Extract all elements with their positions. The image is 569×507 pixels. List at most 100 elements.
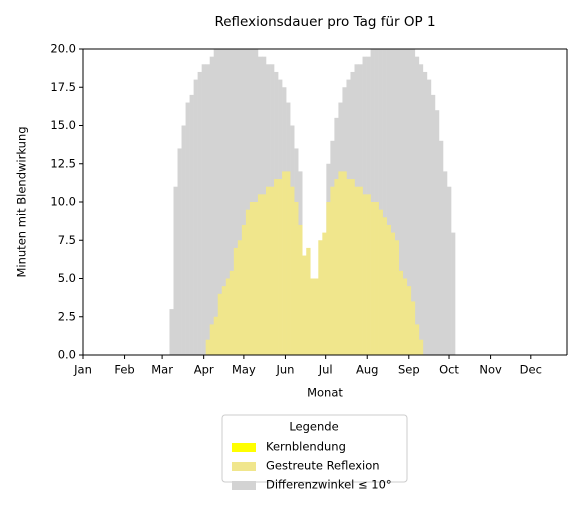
bar <box>229 49 235 355</box>
bar <box>378 209 383 355</box>
bar <box>386 224 391 355</box>
bar <box>294 202 299 355</box>
bar <box>430 94 436 356</box>
bar <box>201 64 206 356</box>
bar <box>402 278 408 355</box>
x-tick-label: Sep <box>398 363 420 377</box>
bar <box>438 140 444 355</box>
legend-box <box>221 414 408 483</box>
bar <box>382 49 387 355</box>
bar <box>418 64 424 356</box>
bar <box>209 324 215 355</box>
y-tick-label: 0.0 <box>58 348 76 362</box>
bar <box>266 186 271 355</box>
bar <box>225 278 231 355</box>
bar <box>189 94 194 356</box>
bar <box>253 202 259 355</box>
y-axis-label: Minuten mit Blendwirkung <box>15 126 29 277</box>
bar <box>245 49 251 355</box>
bar <box>442 171 448 355</box>
bar <box>181 125 186 355</box>
bar <box>362 194 367 355</box>
bar <box>282 171 287 355</box>
bar <box>410 49 416 355</box>
chart-title: Reflexionsdauer pro Tag für OP 1 <box>214 14 435 30</box>
bar <box>406 49 412 355</box>
x-tick-label: Dec <box>520 363 542 377</box>
bar <box>261 194 267 355</box>
legend-swatch <box>232 462 256 471</box>
bar <box>177 148 182 355</box>
bar <box>169 309 174 355</box>
bar <box>274 179 279 355</box>
x-tick-label: Jun <box>275 363 294 377</box>
legend-label: Differenzwinkel ≤ 10° <box>266 478 392 492</box>
bar <box>402 49 408 355</box>
bar <box>394 49 400 355</box>
bar <box>406 286 412 355</box>
bar <box>241 49 247 355</box>
y-tick-label: 10.0 <box>50 195 76 209</box>
bar <box>245 209 251 355</box>
bar <box>318 240 323 355</box>
bar <box>390 232 396 355</box>
bar <box>414 324 420 355</box>
bar <box>451 232 456 355</box>
bar <box>290 186 295 355</box>
bar <box>197 71 202 355</box>
bar <box>418 339 424 355</box>
bar <box>370 202 375 355</box>
bar <box>354 186 359 355</box>
legend: Legende Kernblendung Gestreute Reflexion D… <box>221 414 408 492</box>
bar <box>394 240 400 355</box>
x-tick-label: Oct <box>439 363 459 377</box>
y-tick-label: 15.0 <box>50 118 76 132</box>
bar <box>334 179 339 355</box>
bar <box>286 171 291 355</box>
bar <box>322 232 327 355</box>
x-tick-label: Aug <box>356 363 378 377</box>
bar <box>338 171 343 355</box>
bar <box>374 202 379 355</box>
bar <box>225 49 231 355</box>
x-axis-label: Monat <box>307 386 343 400</box>
bar <box>237 240 243 355</box>
bar <box>306 247 311 355</box>
bar <box>173 186 178 355</box>
bar <box>434 110 440 355</box>
bar <box>342 171 347 355</box>
legend-label: Kernblendung <box>266 440 346 454</box>
bar <box>366 194 371 355</box>
bar <box>422 71 428 355</box>
y-tick-label: 2.5 <box>58 309 76 323</box>
bar <box>278 179 283 355</box>
bar <box>350 179 355 355</box>
bar <box>229 270 235 355</box>
bar <box>205 339 210 355</box>
bar <box>314 278 319 355</box>
bar <box>398 49 404 355</box>
bar <box>237 49 243 355</box>
bar <box>398 270 404 355</box>
bar <box>221 286 227 355</box>
bar <box>270 186 275 355</box>
bar <box>410 301 416 355</box>
bar <box>426 79 432 355</box>
bar <box>378 49 383 355</box>
bar <box>249 202 255 355</box>
legend-swatch <box>232 481 256 490</box>
bar <box>330 186 335 355</box>
y-tick-label: 12.5 <box>50 156 76 170</box>
bar <box>213 316 219 355</box>
bar <box>414 56 420 356</box>
x-tick-label: May <box>232 363 256 377</box>
y-tick-label: 7.5 <box>58 233 76 247</box>
bar <box>217 293 223 355</box>
legend-swatch <box>232 443 256 452</box>
bar <box>217 49 223 355</box>
x-tick-label: Jul <box>318 363 333 377</box>
bar <box>302 255 307 355</box>
bar <box>233 49 239 355</box>
bar <box>382 217 387 355</box>
bar <box>386 49 391 355</box>
